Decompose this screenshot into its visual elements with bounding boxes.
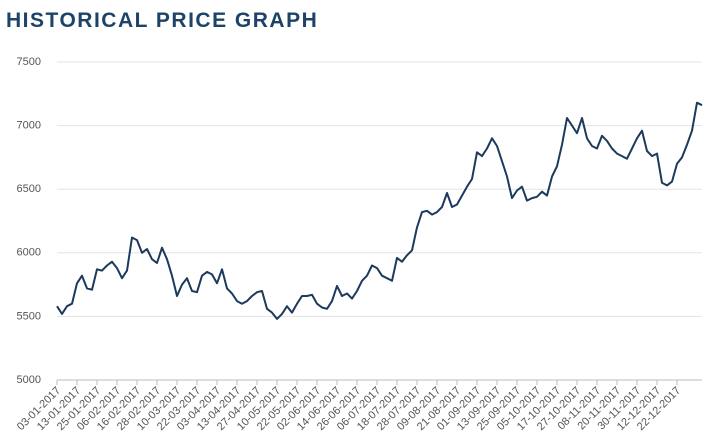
y-tick-label: 7500 (17, 56, 41, 68)
y-tick-label: 6000 (17, 247, 41, 259)
chart-title: HISTORICAL PRICE GRAPH (6, 9, 318, 32)
price-line (56, 101, 703, 320)
y-tick-label: 7000 (17, 120, 41, 132)
y-tick-label: 6500 (17, 183, 41, 195)
y-tick-label: 5000 (17, 374, 41, 386)
y-tick-label: 5500 (17, 310, 41, 322)
